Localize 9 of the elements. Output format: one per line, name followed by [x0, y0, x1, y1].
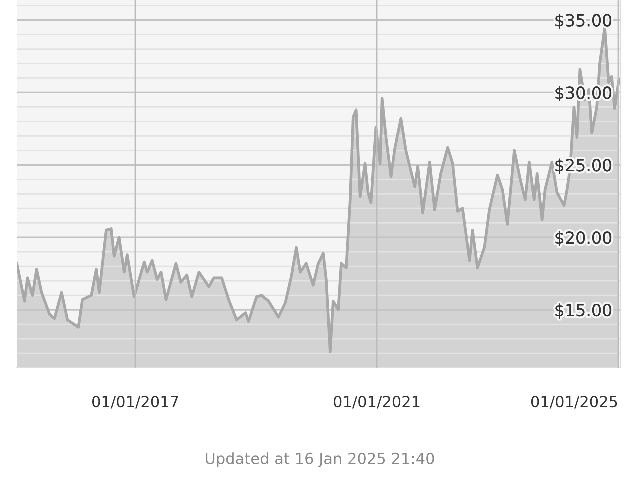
x-tick-label: 01/01/2021 — [334, 396, 420, 409]
y-tick-label: $20.00 — [556, 231, 612, 246]
y-tick-label: $15.00 — [556, 304, 612, 319]
y-tick-label: $30.00 — [556, 86, 612, 102]
x-tick-label: 01/01/2025 — [531, 396, 618, 409]
y-tick-label: $25.00 — [556, 158, 612, 174]
x-tick-label: 01/01/2017 — [92, 396, 178, 409]
text: Updated at 16 Jan 2025 21:40 — [206, 452, 434, 468]
y-tick-label: $35.00 — [556, 14, 612, 30]
